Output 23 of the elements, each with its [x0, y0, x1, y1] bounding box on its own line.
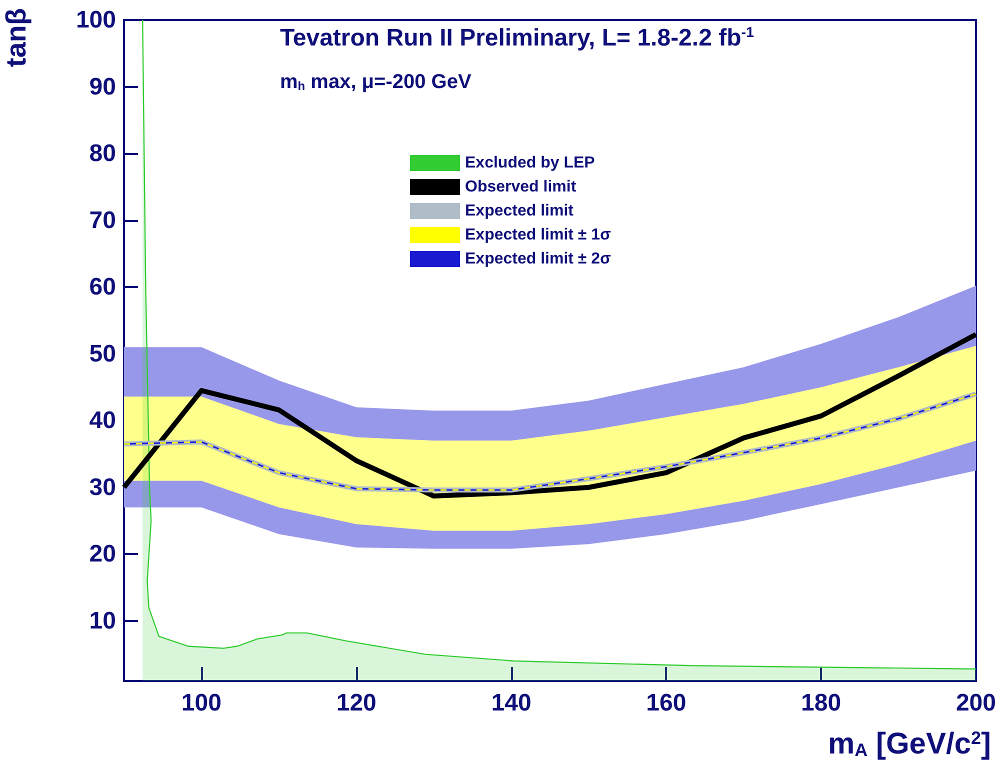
legend-label: Expected limit ± 1σ: [465, 226, 612, 244]
x-tick-label: 100: [181, 690, 222, 716]
y-axis-title: tanβ: [0, 8, 32, 68]
legend-label: Excluded by LEP: [465, 154, 596, 172]
y-tick-label: 60: [89, 274, 116, 301]
y-tick-label: 30: [89, 474, 116, 501]
x-tick-label: 160: [646, 690, 686, 716]
y-tick-label: 10: [89, 607, 116, 634]
y-tick-label: 100: [76, 6, 116, 34]
legend-label: Expected limit ± 2σ: [465, 250, 612, 268]
x-tick-label: 140: [491, 690, 532, 716]
y-tick-label: 20: [89, 540, 116, 568]
y-tick-label: 50: [89, 340, 116, 368]
y-tick-label: 80: [89, 140, 116, 168]
y-tick-label: 90: [89, 73, 116, 100]
x-tick-label: 200: [956, 690, 996, 716]
legend-label: Expected limit: [465, 202, 574, 220]
x-tick-label: 180: [801, 690, 842, 716]
legend-label: Observed limit: [465, 178, 577, 196]
y-tick-label: 40: [89, 407, 116, 434]
text: mh max, μ=-200 GeV: [280, 71, 472, 93]
x-tick-label: 120: [336, 690, 376, 716]
y-tick-label: 70: [89, 206, 116, 234]
